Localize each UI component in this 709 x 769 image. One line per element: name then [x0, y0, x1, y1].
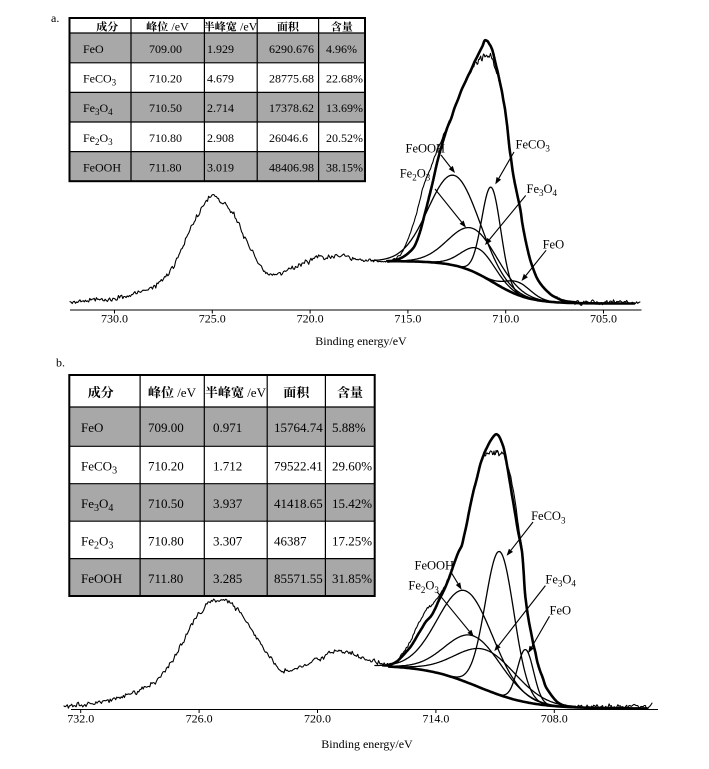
- svg-text:Fe3O4: Fe3O4: [81, 496, 113, 514]
- svg-text:17378.62: 17378.62: [269, 101, 314, 115]
- svg-text:732.0: 732.0: [67, 712, 94, 726]
- svg-text:725.0: 725.0: [199, 312, 226, 326]
- svg-text:708.0: 708.0: [541, 712, 568, 726]
- svg-text:720.0: 720.0: [304, 712, 331, 726]
- svg-text:38.15%: 38.15%: [326, 160, 363, 174]
- svg-text:15.42%: 15.42%: [332, 496, 372, 511]
- svg-text:20.52%: 20.52%: [326, 131, 363, 145]
- svg-text:85571.55: 85571.55: [274, 571, 323, 586]
- svg-text:FeO: FeO: [81, 420, 103, 435]
- svg-text:b.: b.: [56, 356, 65, 370]
- svg-text:2.908: 2.908: [207, 131, 234, 145]
- svg-text:48406.98: 48406.98: [269, 160, 314, 174]
- svg-text:3.307: 3.307: [213, 533, 243, 548]
- svg-text:29.60%: 29.60%: [332, 459, 372, 474]
- svg-text:Binding energy/eV: Binding energy/eV: [321, 737, 413, 751]
- svg-text:FeO: FeO: [550, 603, 572, 617]
- svg-text:726.0: 726.0: [186, 712, 213, 726]
- svg-text:Fe3O4: Fe3O4: [527, 182, 558, 198]
- svg-text:3.285: 3.285: [213, 571, 242, 586]
- svg-text:Fe2O3: Fe2O3: [400, 167, 431, 183]
- svg-text:6290.676: 6290.676: [269, 42, 314, 56]
- svg-text:5.88%: 5.88%: [332, 420, 366, 435]
- svg-text:/eV: /eV: [247, 385, 266, 400]
- svg-text:710.20: 710.20: [149, 72, 182, 86]
- svg-text:709.00: 709.00: [148, 420, 184, 435]
- svg-text:714.0: 714.0: [422, 712, 449, 726]
- svg-text:FeO: FeO: [543, 238, 565, 252]
- svg-text:2.714: 2.714: [207, 101, 234, 115]
- svg-text:FeOOH: FeOOH: [406, 142, 446, 156]
- svg-text:FeCO3: FeCO3: [81, 459, 117, 477]
- svg-text:13.69%: 13.69%: [326, 101, 363, 115]
- svg-text:/eV: /eV: [240, 20, 258, 34]
- svg-text:4.96%: 4.96%: [326, 42, 357, 56]
- svg-text:705.0: 705.0: [590, 312, 617, 326]
- svg-text:FeCO3: FeCO3: [531, 509, 566, 525]
- svg-text:FeO: FeO: [83, 42, 104, 56]
- svg-text:15764.74: 15764.74: [274, 420, 323, 435]
- svg-text:FeOOH: FeOOH: [83, 160, 121, 174]
- svg-text:4.679: 4.679: [207, 72, 234, 86]
- svg-text:Fe2O3: Fe2O3: [408, 579, 439, 595]
- svg-text:FeCO3: FeCO3: [83, 72, 117, 88]
- svg-text:Fe2O3: Fe2O3: [81, 533, 113, 551]
- svg-text:3.019: 3.019: [207, 160, 234, 174]
- svg-text:46387: 46387: [274, 533, 307, 548]
- svg-text:FeOOH: FeOOH: [415, 558, 455, 572]
- svg-text:17.25%: 17.25%: [332, 533, 372, 548]
- svg-text:0.971: 0.971: [213, 420, 242, 435]
- svg-text:715.0: 715.0: [394, 312, 421, 326]
- svg-text:/eV: /eV: [171, 20, 189, 34]
- svg-text:720.0: 720.0: [297, 312, 324, 326]
- svg-text:710.80: 710.80: [148, 533, 184, 548]
- svg-text:709.00: 709.00: [149, 42, 182, 56]
- svg-text:Fe3O4: Fe3O4: [545, 573, 576, 589]
- svg-text:730.0: 730.0: [101, 312, 128, 326]
- svg-text:/eV: /eV: [177, 385, 196, 400]
- svg-text:1.712: 1.712: [213, 459, 242, 474]
- svg-text:3.937: 3.937: [213, 496, 243, 511]
- svg-text:FeCO3: FeCO3: [516, 138, 551, 154]
- svg-text:710.50: 710.50: [149, 101, 182, 115]
- svg-text:Fe2O3: Fe2O3: [83, 131, 113, 147]
- svg-text:711.80: 711.80: [148, 571, 183, 586]
- svg-text:41418.65: 41418.65: [274, 496, 323, 511]
- svg-text:22.68%: 22.68%: [326, 72, 363, 86]
- svg-text:31.85%: 31.85%: [332, 571, 372, 586]
- svg-text:FeOOH: FeOOH: [81, 571, 122, 586]
- svg-text:711.80: 711.80: [149, 160, 182, 174]
- svg-text:710.20: 710.20: [148, 459, 184, 474]
- svg-text:710.80: 710.80: [149, 131, 182, 145]
- svg-text:79522.41: 79522.41: [274, 459, 323, 474]
- svg-text:Fe3O4: Fe3O4: [83, 101, 113, 117]
- svg-text:1.929: 1.929: [207, 42, 234, 56]
- svg-text:Binding energy/eV: Binding energy/eV: [315, 334, 407, 348]
- svg-text:710.50: 710.50: [148, 496, 184, 511]
- svg-text:28775.68: 28775.68: [269, 72, 314, 86]
- svg-text:a.: a.: [51, 11, 59, 25]
- svg-text:26046.6: 26046.6: [269, 131, 308, 145]
- svg-text:710.0: 710.0: [492, 312, 519, 326]
